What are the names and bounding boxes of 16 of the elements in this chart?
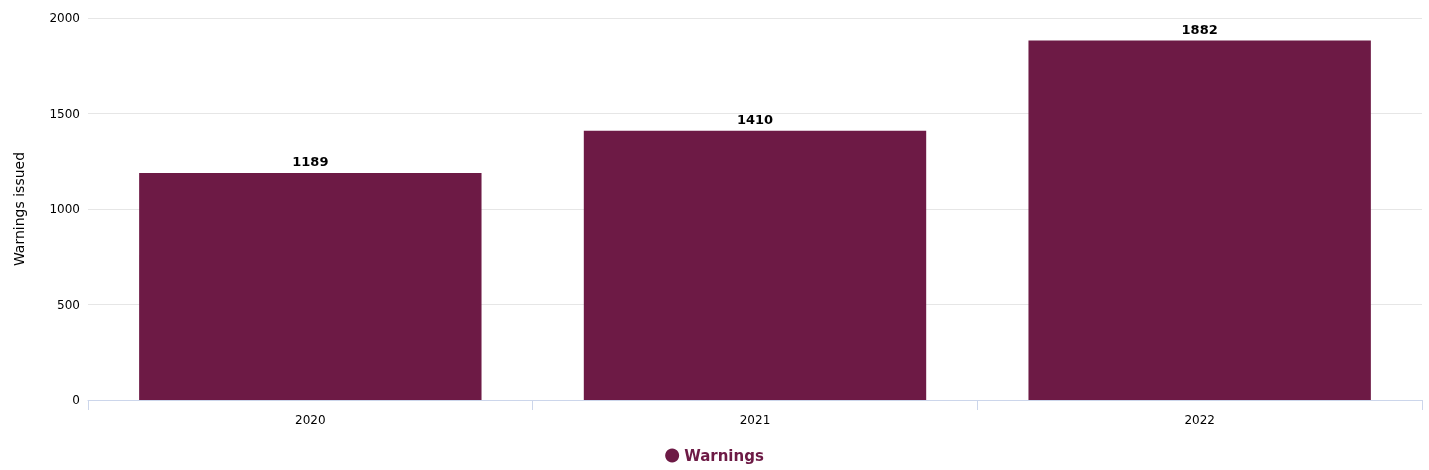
y-tick-label: 0 (72, 393, 80, 407)
y-axis-title: Warnings issued (11, 151, 27, 267)
legend-label: Warnings (684, 446, 764, 465)
x-tick-label: 2020 (295, 413, 326, 427)
y-tick-label: 1000 (49, 202, 80, 216)
bar (583, 130, 927, 400)
data-label: 1882 (1181, 21, 1218, 37)
bar (139, 172, 482, 400)
y-tick-label: 2000 (49, 11, 80, 25)
x-tick-label: 2022 (1184, 413, 1215, 427)
bar (1028, 40, 1371, 400)
y-tick-label: 500 (57, 297, 80, 312)
x-tick-label: 2021 (739, 413, 771, 427)
data-label: 1189 (292, 153, 329, 169)
y-tick-label: 1500 (49, 106, 80, 121)
data-label: 1410 (736, 111, 774, 127)
